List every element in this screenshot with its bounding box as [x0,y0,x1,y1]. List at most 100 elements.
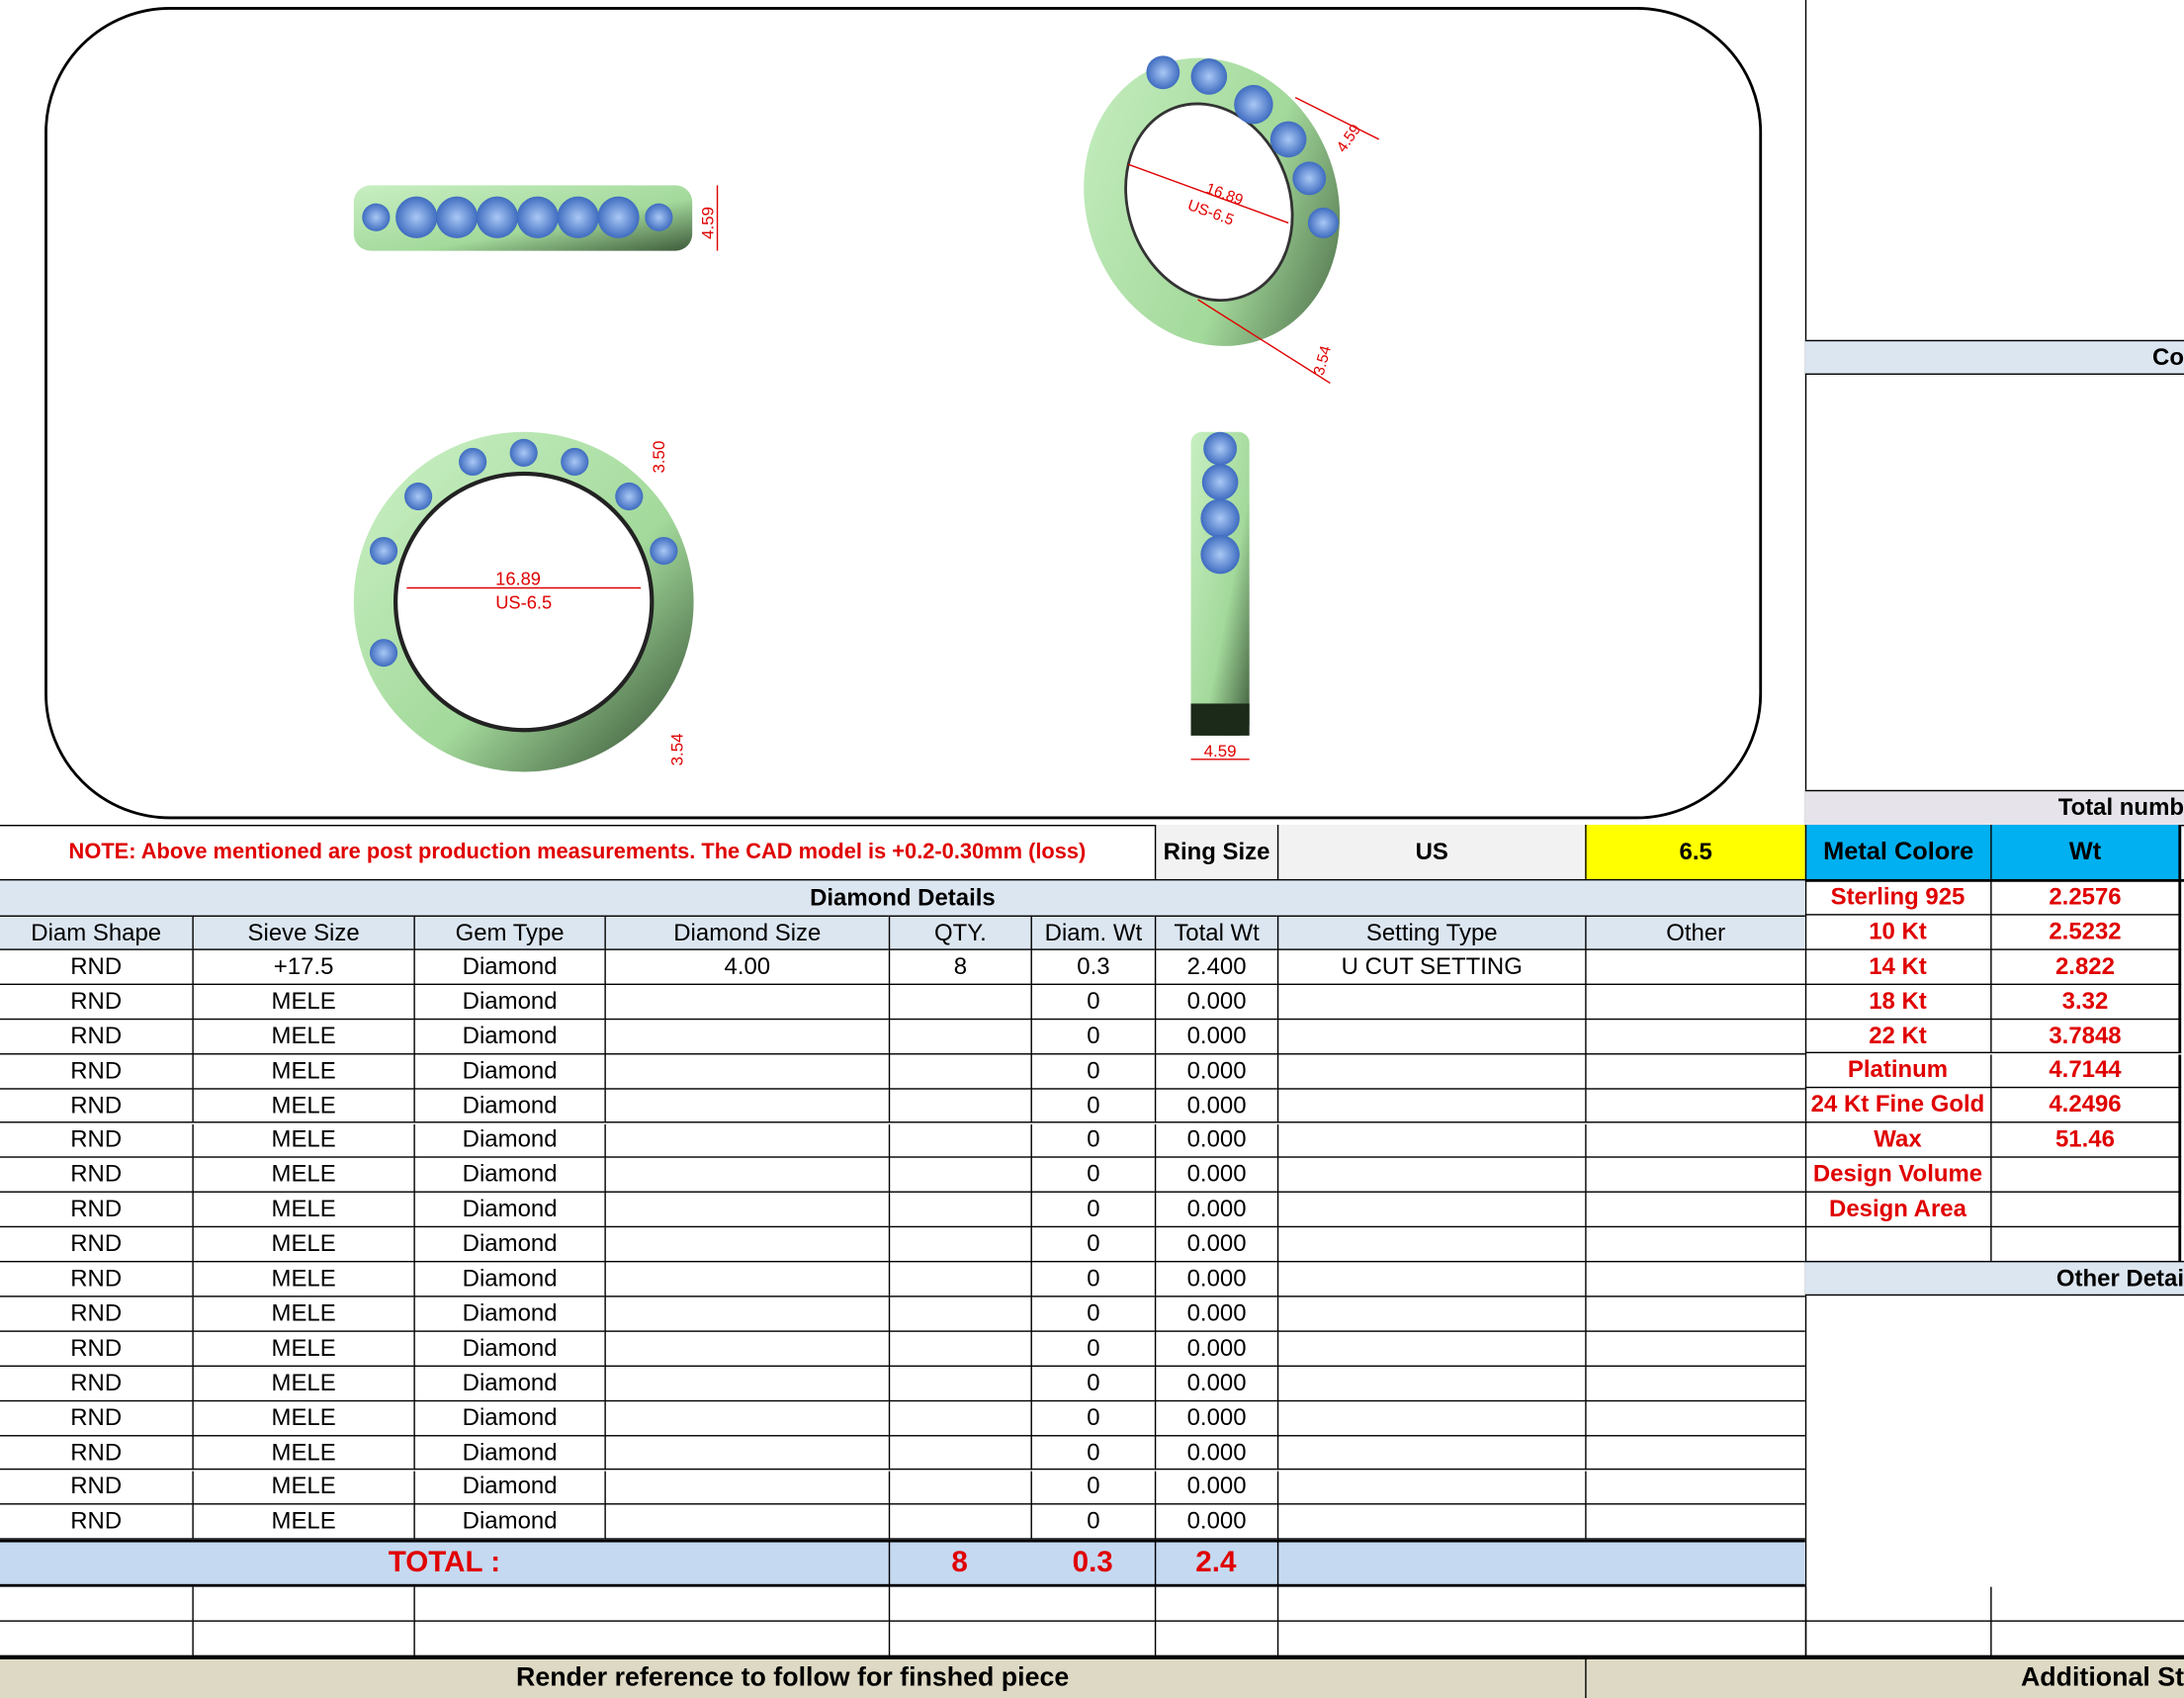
cell-setting-type[interactable] [1276,1400,1586,1436]
cell-total-wt[interactable]: 0.000 [1154,1019,1277,1055]
metal-weight[interactable]: 2.2576 [1990,880,2182,916]
cell-sieve-size[interactable]: MELE [192,1019,414,1055]
cell-diamond-size[interactable] [604,1019,889,1055]
blank-cell[interactable] [1154,1621,1277,1657]
cell-sieve-size[interactable]: MELE [192,1262,414,1297]
cell-diam-wt[interactable]: 0 [1030,1331,1155,1367]
cell-setting-type[interactable] [1276,984,1586,1020]
cell-sieve-size[interactable]: MELE [192,1054,414,1090]
cell-gem-type[interactable]: Diamond [413,1123,605,1159]
cell-qty[interactable] [888,1054,1031,1090]
metal-weight[interactable] [1990,1157,2182,1194]
cell-sieve-size[interactable]: +17.5 [192,949,414,985]
blank-cell[interactable] [1990,1621,2184,1657]
cell-setting-type[interactable] [1276,1158,1586,1194]
cell-qty[interactable] [888,1158,1031,1194]
blank-cell[interactable] [1804,1621,1991,1657]
blank-cell[interactable] [0,1587,193,1622]
cell-diam-shape[interactable]: RND [0,1505,193,1541]
cell-qty[interactable]: 8 [888,949,1031,985]
cell-gem-type[interactable]: Diamond [413,1331,605,1367]
cell-other[interactable] [1585,984,1805,1020]
cell-setting-type[interactable] [1276,1296,1586,1332]
cell-setting-type[interactable] [1276,1193,1586,1228]
cell-total-wt[interactable]: 0.000 [1154,1089,1277,1124]
cell-setting-type[interactable] [1276,1435,1586,1471]
cell-diam-shape[interactable]: RND [0,1123,193,1159]
cell-setting-type[interactable] [1276,1089,1586,1124]
cell-diamond-size[interactable]: 4.00 [604,949,889,985]
cell-diamond-size[interactable] [604,1470,889,1506]
cell-gem-type[interactable]: Diamond [413,1019,605,1055]
cell-diam-shape[interactable]: RND [0,1471,193,1506]
cell-gem-type[interactable]: Diamond [413,1366,605,1401]
metal-weight[interactable]: 2.822 [1990,949,2182,985]
cell-other[interactable] [1585,1054,1805,1090]
blank-cell[interactable] [888,1621,1155,1657]
metal-weight[interactable]: 3.7848 [1990,1019,2182,1054]
metal-weight[interactable]: 51.46 [1990,1122,2182,1158]
cell-other[interactable] [1585,1089,1805,1124]
cell-total-wt[interactable]: 0.000 [1154,1435,1277,1471]
cell-setting-type[interactable] [1276,1470,1586,1506]
metal-weight[interactable]: 2.5232 [1990,915,2182,950]
cell-sieve-size[interactable]: MELE [192,1158,414,1194]
cell-gem-type[interactable]: Diamond [413,1470,605,1506]
cell-gem-type[interactable]: Diamond [413,949,605,985]
blank-cell[interactable] [1154,1586,1277,1622]
cell-diam-wt[interactable]: 0 [1030,1158,1155,1194]
cell-total-wt[interactable]: 0.000 [1154,1470,1277,1506]
cell-setting-type[interactable] [1276,1054,1586,1090]
cell-diamond-size[interactable] [604,1158,889,1194]
cell-sieve-size[interactable]: MELE [192,1366,414,1401]
cell-gem-type[interactable]: Diamond [413,984,605,1020]
blank-cell[interactable] [192,1621,414,1657]
cell-diam-wt[interactable]: 0 [1030,1262,1155,1297]
cell-gem-type[interactable]: Diamond [413,1227,605,1263]
cell-setting-type[interactable] [1276,1123,1586,1159]
cell-qty[interactable] [888,984,1031,1020]
cell-diamond-size[interactable] [604,984,889,1020]
cell-sieve-size[interactable]: MELE [192,1400,414,1436]
metal-weight[interactable] [1990,1193,2182,1228]
cell-other[interactable] [1585,1435,1805,1471]
cell-gem-type[interactable]: Diamond [413,1400,605,1436]
cell-diam-shape[interactable]: RND [0,1436,193,1471]
cell-diamond-size[interactable] [604,1505,889,1541]
cell-setting-type[interactable] [1276,1262,1586,1297]
cell-sieve-size[interactable]: MELE [192,1505,414,1541]
cell-setting-type[interactable] [1276,1227,1586,1263]
cell-gem-type[interactable]: Diamond [413,1089,605,1124]
cell-other[interactable] [1585,949,1805,985]
cell-sieve-size[interactable]: MELE [192,1331,414,1367]
cell-other[interactable] [1585,1158,1805,1194]
cell-other[interactable] [1585,1123,1805,1159]
cell-sieve-size[interactable]: MELE [192,1296,414,1332]
cell-qty[interactable] [888,1089,1031,1124]
cell-diam-wt[interactable]: 0 [1030,1193,1155,1228]
cell-qty[interactable] [888,1296,1031,1332]
cell-sieve-size[interactable]: MELE [192,1435,414,1471]
blank-cell[interactable] [1276,1621,1805,1657]
cell-diam-wt[interactable]: 0 [1030,1054,1155,1090]
cell-qty[interactable] [888,1400,1031,1436]
cell-sieve-size[interactable]: MELE [192,1193,414,1228]
cell-diam-wt[interactable]: 0 [1030,1400,1155,1436]
cell-other[interactable] [1585,1505,1805,1541]
cell-setting-type[interactable] [1276,1331,1586,1367]
cell-diamond-size[interactable] [604,1331,889,1367]
cell-other[interactable] [1585,1227,1805,1263]
cell-setting-type[interactable]: U CUT SETTING [1276,949,1586,985]
cell-sieve-size[interactable]: MELE [192,1089,414,1124]
cell-diam-shape[interactable]: RND [0,1367,193,1401]
cell-diamond-size[interactable] [604,1054,889,1090]
cell-gem-type[interactable]: Diamond [413,1193,605,1228]
cell-diamond-size[interactable] [604,1227,889,1263]
cell-diam-wt[interactable]: 0 [1030,1227,1155,1263]
cell-other[interactable] [1585,1366,1805,1401]
cell-diam-wt[interactable]: 0 [1030,1296,1155,1332]
cell-total-wt[interactable]: 0.000 [1154,1331,1277,1367]
cell-total-wt[interactable]: 0.000 [1154,1400,1277,1436]
cell-qty[interactable] [888,1366,1031,1401]
cell-total-wt[interactable]: 0.000 [1154,1296,1277,1332]
